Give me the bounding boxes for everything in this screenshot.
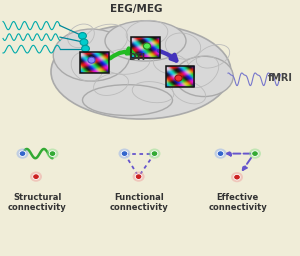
Circle shape	[46, 148, 58, 159]
Circle shape	[143, 43, 151, 49]
Text: fMRI: fMRI	[268, 73, 293, 83]
Ellipse shape	[51, 24, 231, 119]
Ellipse shape	[175, 56, 233, 97]
Circle shape	[234, 174, 240, 180]
Circle shape	[249, 148, 261, 159]
Ellipse shape	[105, 21, 186, 61]
Text: Effective
connectivity: Effective connectivity	[208, 193, 267, 212]
Circle shape	[135, 174, 142, 179]
Circle shape	[79, 33, 86, 39]
FancyArrowPatch shape	[243, 158, 251, 170]
Ellipse shape	[82, 85, 172, 115]
Circle shape	[175, 75, 182, 81]
Circle shape	[19, 151, 26, 156]
Circle shape	[148, 148, 160, 159]
Ellipse shape	[53, 29, 130, 81]
Circle shape	[49, 151, 56, 156]
Circle shape	[88, 57, 95, 63]
Circle shape	[121, 151, 128, 156]
Text: DTI: DTI	[128, 53, 145, 62]
FancyArrowPatch shape	[227, 152, 251, 156]
Circle shape	[118, 148, 130, 159]
Circle shape	[80, 39, 88, 46]
FancyArrowPatch shape	[159, 51, 176, 61]
FancyArrowPatch shape	[110, 48, 133, 58]
Circle shape	[214, 148, 226, 159]
Text: Functional
connectivity: Functional connectivity	[110, 193, 168, 212]
Circle shape	[16, 148, 28, 159]
Circle shape	[82, 45, 89, 52]
Circle shape	[133, 172, 145, 182]
Circle shape	[30, 172, 42, 182]
Text: Structural
connectivity: Structural connectivity	[8, 193, 67, 212]
Circle shape	[217, 151, 224, 156]
Circle shape	[151, 151, 158, 156]
Text: EEG/MEG: EEG/MEG	[110, 4, 163, 14]
Circle shape	[231, 172, 243, 182]
Circle shape	[252, 151, 258, 156]
Circle shape	[33, 174, 39, 179]
